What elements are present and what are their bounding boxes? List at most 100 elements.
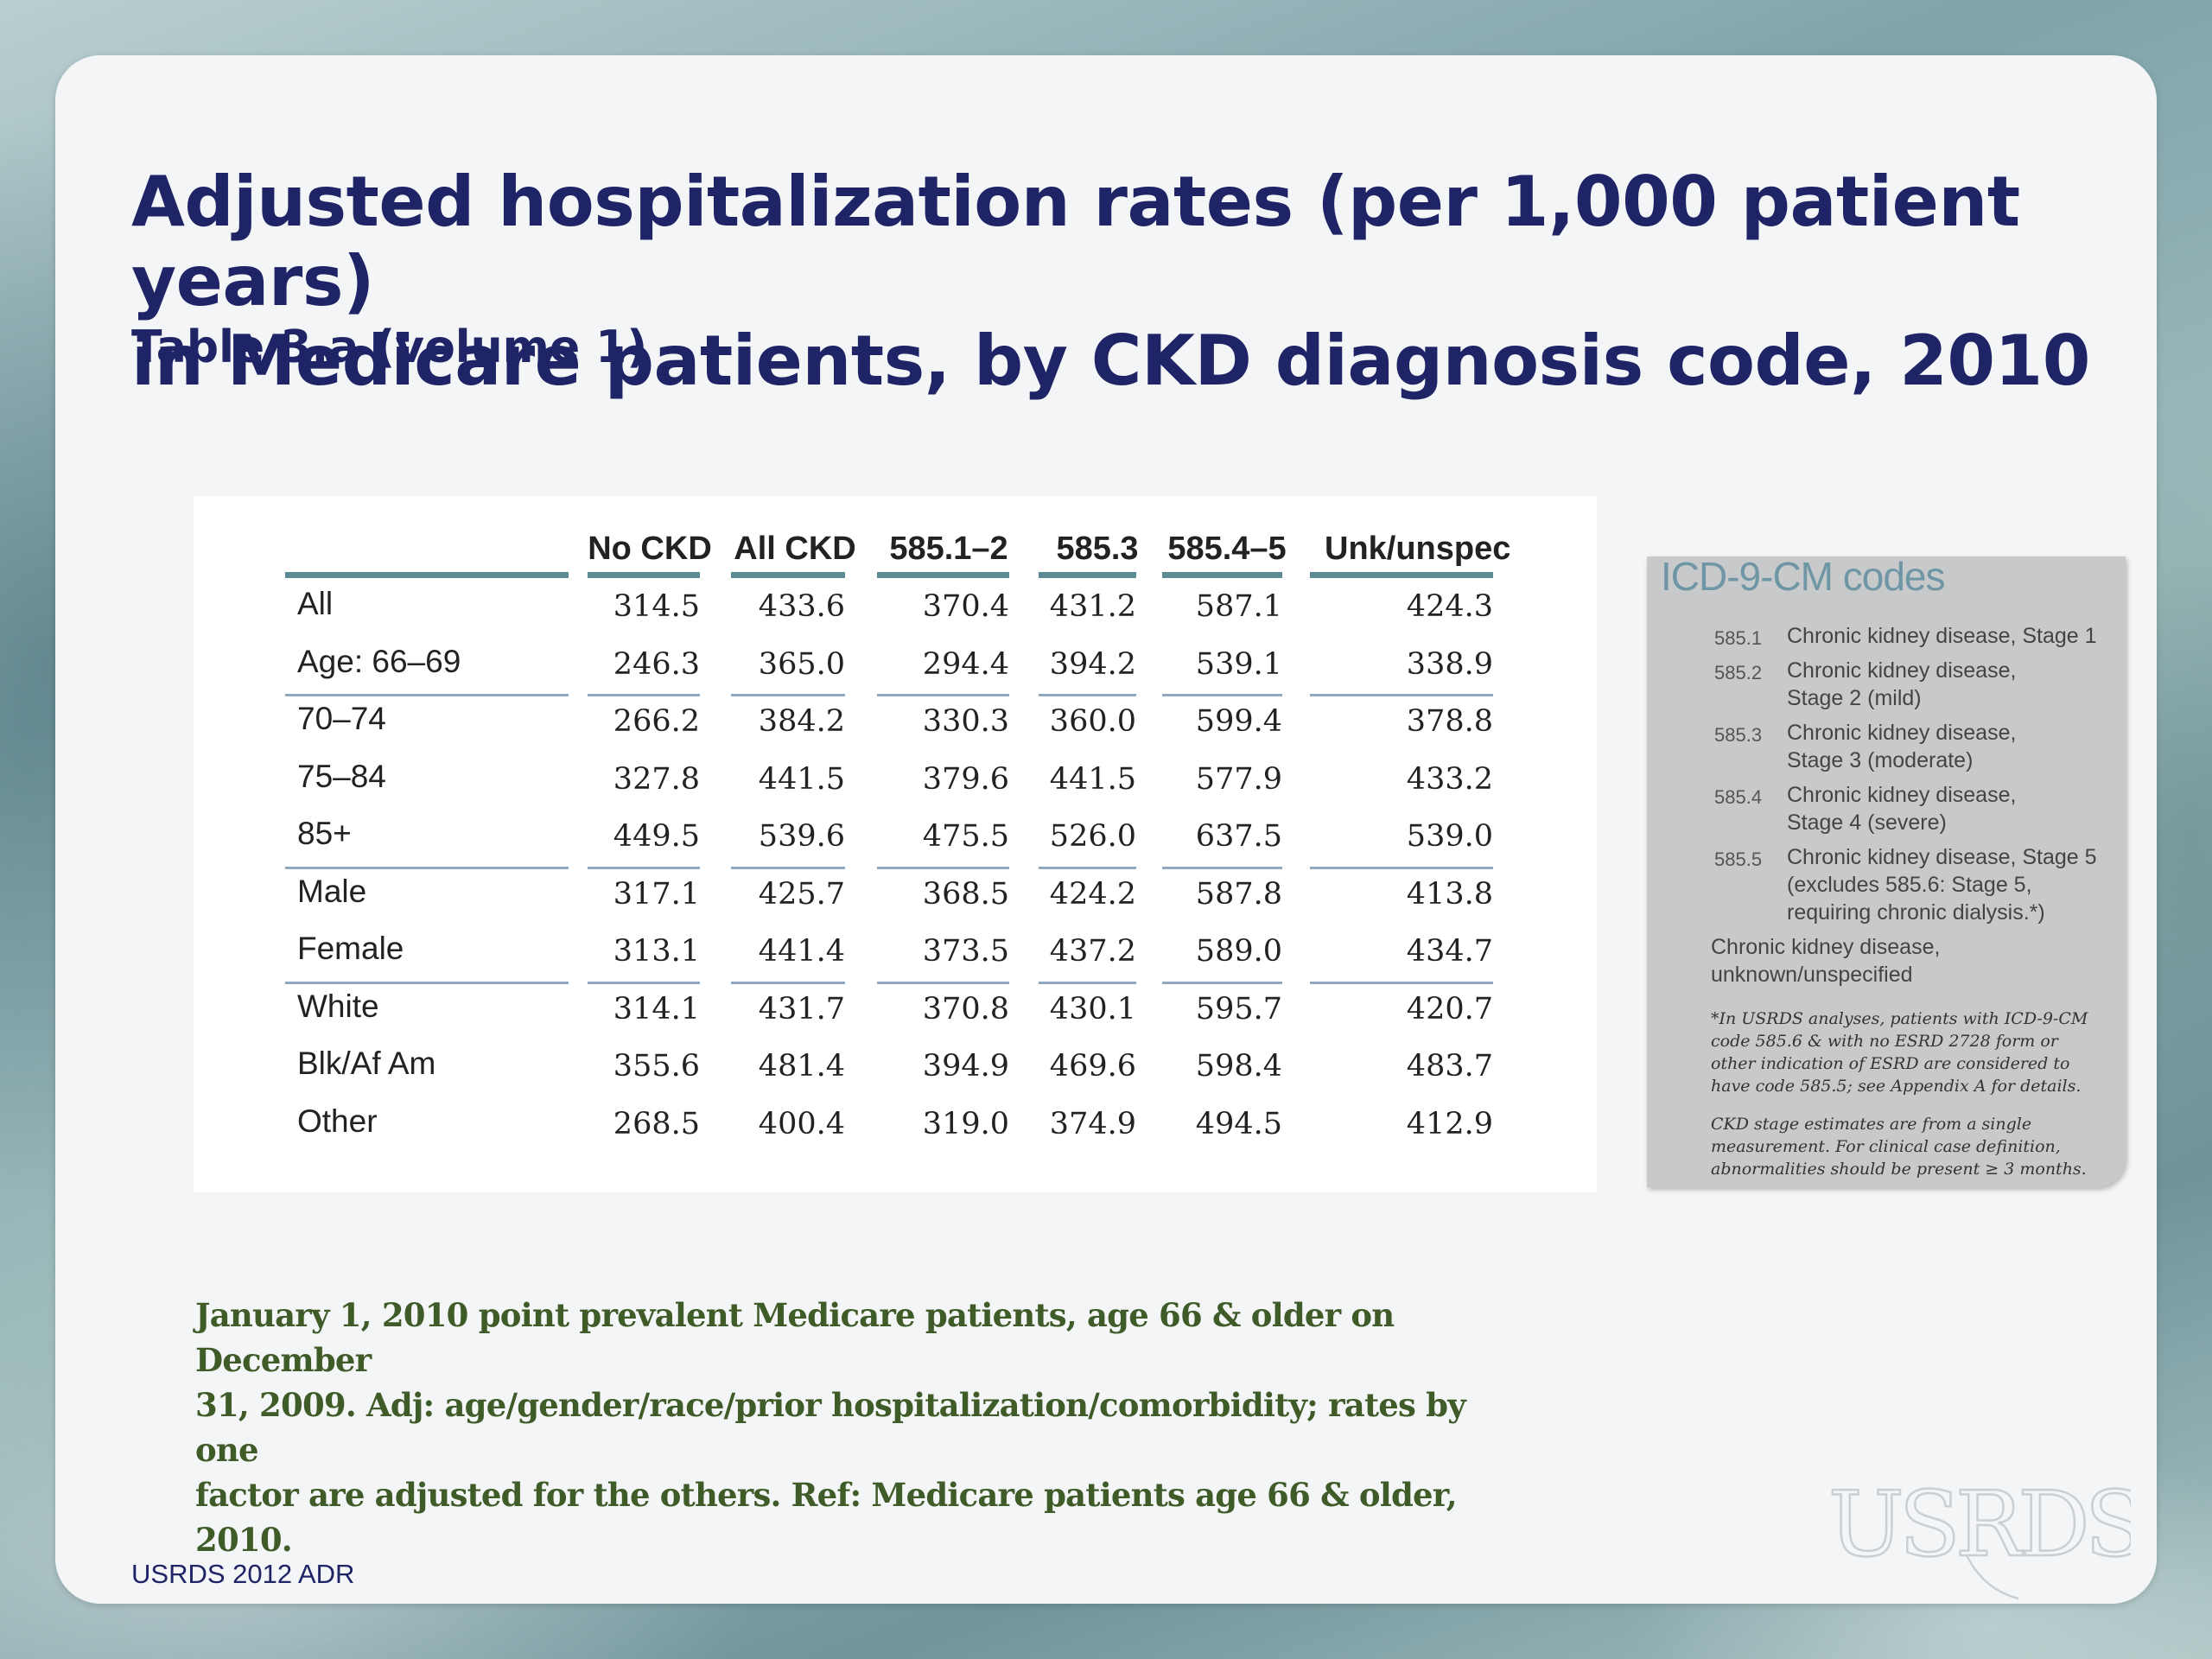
group-rule xyxy=(877,866,1009,869)
column-header: All CKD xyxy=(734,531,856,567)
table-cell: 327.8 xyxy=(613,761,700,797)
table-cell: 441.4 xyxy=(758,934,845,969)
icd-description: Chronic kidney disease, Stage 2 (mild) xyxy=(1787,658,2017,710)
icd-description: Chronic kidney disease, Stage 1 xyxy=(1787,624,2097,648)
table-cell: 420.7 xyxy=(1406,991,1493,1027)
title-line-2: in Medicare patients, by CKD diagnosis c… xyxy=(131,321,2090,401)
table-cell: 494.5 xyxy=(1195,1106,1282,1141)
group-rule xyxy=(731,866,845,869)
row-label: Female xyxy=(297,931,404,966)
icd-box-title: ICD-9-CM codes xyxy=(1661,554,1946,599)
row-label: White xyxy=(297,988,379,1024)
table-cell: 355.6 xyxy=(613,1049,700,1084)
group-rule xyxy=(1162,694,1282,696)
table-cell: 587.8 xyxy=(1195,876,1282,912)
icd-code: 585.4 xyxy=(1714,786,1763,808)
group-rule xyxy=(588,866,700,869)
icd-note-stage: CKD stage estimates are from a single me… xyxy=(1711,1115,2087,1179)
group-rule xyxy=(1310,694,1493,696)
table-cell: 424.2 xyxy=(1049,876,1136,912)
table-cell: 314.5 xyxy=(613,589,700,624)
row-label: Male xyxy=(297,873,367,909)
table-cell: 425.7 xyxy=(758,876,845,912)
icd-description: Chronic kidney disease, Stage 5 (exclude… xyxy=(1787,845,2097,925)
table-cell: 637.5 xyxy=(1195,819,1282,854)
column-header: Unk/unspec xyxy=(1325,531,1511,567)
table-cell: 483.7 xyxy=(1406,1049,1493,1084)
table-cell: 384.2 xyxy=(758,704,845,739)
table-cell: 539.6 xyxy=(758,819,845,854)
table-cell: 246.3 xyxy=(613,646,700,682)
group-rule xyxy=(877,981,1009,984)
group-rule xyxy=(588,981,700,984)
table-cell: 394.9 xyxy=(922,1049,1009,1084)
table-cell: 433.6 xyxy=(758,589,845,624)
row-label: 70–74 xyxy=(297,701,386,736)
usrds-logo: USRDS xyxy=(1827,1471,2131,1600)
title-line-1: Adjusted hospitalization rates (per 1,00… xyxy=(131,162,2020,321)
header-rule xyxy=(877,572,1009,578)
icd-code: 585.1 xyxy=(1714,627,1763,649)
table-cell: 379.6 xyxy=(922,761,1009,797)
footnote: January 1, 2010 point prevalent Medicare… xyxy=(195,1293,1509,1562)
group-rule xyxy=(1039,694,1136,696)
logo-text: USRDS xyxy=(1828,1471,2131,1577)
table-cell: 441.5 xyxy=(758,761,845,797)
table-cell: 441.5 xyxy=(1049,761,1136,797)
table-cell: 433.2 xyxy=(1406,761,1493,797)
table-cell: 370.8 xyxy=(922,991,1009,1027)
slide-title: Adjusted hospitalization rates (per 1,00… xyxy=(131,162,2212,401)
table-cell: 589.0 xyxy=(1195,934,1282,969)
table-cell: 317.1 xyxy=(613,876,700,912)
table-cell: 599.4 xyxy=(1195,704,1282,739)
group-rule xyxy=(285,981,569,984)
group-rule xyxy=(1039,981,1136,984)
table-cell: 294.4 xyxy=(922,646,1009,682)
table-cell: 424.3 xyxy=(1406,589,1493,624)
icd-code: 585.3 xyxy=(1714,724,1763,746)
table-cell: 365.0 xyxy=(758,646,845,682)
group-rule xyxy=(285,866,569,869)
row-label: Age: 66–69 xyxy=(297,643,461,679)
table-cell: 373.5 xyxy=(922,934,1009,969)
group-rule xyxy=(1162,866,1282,869)
row-label: 85+ xyxy=(297,816,352,851)
footnote-line-3: factor are adjusted for the others. Ref:… xyxy=(195,1476,1458,1559)
column-header: No CKD xyxy=(588,531,712,567)
group-rule xyxy=(1039,866,1136,869)
table-cell: 434.7 xyxy=(1406,934,1493,969)
icd-codes-box xyxy=(1647,556,2126,1187)
table-cell: 266.2 xyxy=(613,704,700,739)
table-cell: 539.1 xyxy=(1195,646,1282,682)
table-cell: 370.4 xyxy=(922,589,1009,624)
table-cell: 526.0 xyxy=(1049,819,1136,854)
group-rule xyxy=(731,694,845,696)
source-label: USRDS 2012 ADR xyxy=(131,1559,355,1589)
group-rule xyxy=(588,694,700,696)
table-cell: 431.2 xyxy=(1049,589,1136,624)
group-rule xyxy=(285,694,569,696)
table-cell: 437.2 xyxy=(1049,934,1136,969)
table-cell: 431.7 xyxy=(758,991,845,1027)
icd-code: 585.5 xyxy=(1714,849,1763,870)
row-label: 75–84 xyxy=(297,758,386,794)
table-cell: 313.1 xyxy=(613,934,700,969)
table-panel xyxy=(194,496,1597,1192)
row-label: All xyxy=(297,586,334,621)
icd-note-esrd: *In USRDS analyses, patients with ICD-9-… xyxy=(1711,1009,2088,1096)
header-rule xyxy=(588,572,700,578)
table-cell: 338.9 xyxy=(1406,646,1493,682)
group-rule xyxy=(1310,981,1493,984)
table-cell: 539.0 xyxy=(1406,819,1493,854)
header-rule xyxy=(285,572,569,578)
table-cell: 378.8 xyxy=(1406,704,1493,739)
column-header: 585.3 xyxy=(1056,531,1139,567)
table-cell: 595.7 xyxy=(1195,991,1282,1027)
group-rule xyxy=(1310,866,1493,869)
icd-description: Chronic kidney disease, Stage 3 (moderat… xyxy=(1787,721,2017,772)
table-cell: 268.5 xyxy=(613,1106,700,1141)
table-cell: 314.1 xyxy=(613,991,700,1027)
table-cell: 374.9 xyxy=(1049,1106,1136,1141)
icd-description: Chronic kidney disease, Stage 4 (severe) xyxy=(1787,783,2017,835)
icd-unknown-description: Chronic kidney disease, unknown/unspecif… xyxy=(1711,935,1941,987)
